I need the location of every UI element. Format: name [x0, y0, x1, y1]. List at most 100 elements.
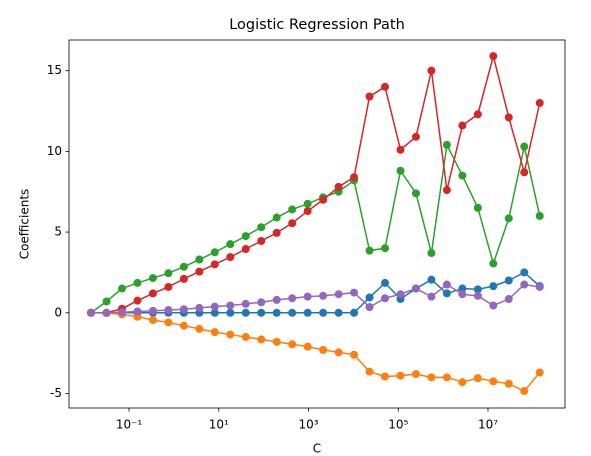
point — [504, 113, 513, 122]
point — [442, 289, 451, 298]
x-tick-label: 10⁻¹ — [116, 418, 143, 432]
point — [303, 292, 312, 301]
point — [195, 324, 204, 333]
y-tick-label: 5 — [54, 225, 62, 239]
point — [179, 321, 188, 330]
point — [210, 260, 219, 269]
point — [411, 132, 420, 141]
point — [504, 379, 513, 388]
point — [241, 299, 250, 308]
point — [133, 307, 142, 316]
point — [102, 308, 111, 317]
point — [303, 207, 312, 216]
point — [458, 378, 467, 387]
point — [133, 296, 142, 305]
point — [272, 213, 281, 222]
point — [535, 98, 544, 107]
point — [365, 367, 374, 376]
point — [504, 276, 513, 285]
point — [272, 308, 281, 317]
point — [148, 306, 157, 315]
point — [117, 308, 126, 317]
point — [288, 340, 297, 349]
point — [427, 275, 436, 284]
point — [489, 377, 498, 386]
x-tick-label: 10³ — [298, 418, 318, 432]
point — [334, 308, 343, 317]
point — [226, 308, 235, 317]
point — [427, 249, 436, 258]
point — [133, 278, 142, 287]
point — [520, 387, 529, 396]
point — [334, 182, 343, 191]
point — [241, 232, 250, 241]
point — [427, 373, 436, 382]
point — [210, 248, 219, 257]
point — [520, 268, 529, 277]
point — [458, 171, 467, 180]
point — [473, 203, 482, 212]
point — [288, 205, 297, 214]
point — [195, 255, 204, 264]
point — [288, 308, 297, 317]
point — [489, 282, 498, 291]
point — [535, 211, 544, 220]
point — [288, 219, 297, 228]
point — [148, 316, 157, 325]
point — [226, 301, 235, 310]
point — [179, 305, 188, 314]
point — [473, 285, 482, 294]
point — [272, 295, 281, 304]
x-tick-label: 10¹ — [209, 418, 229, 432]
point — [272, 228, 281, 237]
point — [442, 280, 451, 289]
point — [210, 302, 219, 311]
series-line — [90, 142, 541, 314]
point — [381, 244, 390, 253]
point — [442, 186, 451, 195]
point — [396, 145, 405, 154]
point — [179, 262, 188, 271]
point — [288, 294, 297, 303]
point — [535, 282, 544, 291]
y-tick-label: -5 — [50, 386, 62, 400]
point — [319, 345, 328, 354]
point — [164, 306, 173, 315]
point — [504, 295, 513, 304]
point — [411, 189, 420, 198]
series-line — [91, 271, 541, 314]
point — [179, 274, 188, 283]
point — [102, 297, 111, 306]
point — [164, 269, 173, 278]
point — [303, 308, 312, 317]
point — [365, 293, 374, 302]
point — [411, 370, 420, 379]
point — [489, 52, 498, 61]
point — [458, 284, 467, 293]
point — [319, 195, 328, 204]
point — [350, 350, 359, 359]
point — [520, 280, 529, 289]
chart-title: Logistic Regression Path — [229, 17, 405, 33]
point — [241, 245, 250, 254]
point — [381, 278, 390, 287]
point — [319, 291, 328, 300]
point — [442, 373, 451, 382]
point — [303, 199, 312, 208]
point — [272, 337, 281, 346]
point — [226, 240, 235, 249]
y-tick-label: 0 — [54, 305, 62, 319]
point — [442, 140, 451, 149]
point — [504, 214, 513, 223]
point — [87, 308, 96, 317]
point — [303, 342, 312, 351]
point — [226, 330, 235, 339]
y-tick-label: 10 — [47, 144, 62, 158]
point — [148, 289, 157, 298]
series-line — [91, 312, 541, 392]
point — [257, 308, 266, 317]
point — [473, 291, 482, 300]
point — [257, 298, 266, 307]
point — [535, 368, 544, 377]
